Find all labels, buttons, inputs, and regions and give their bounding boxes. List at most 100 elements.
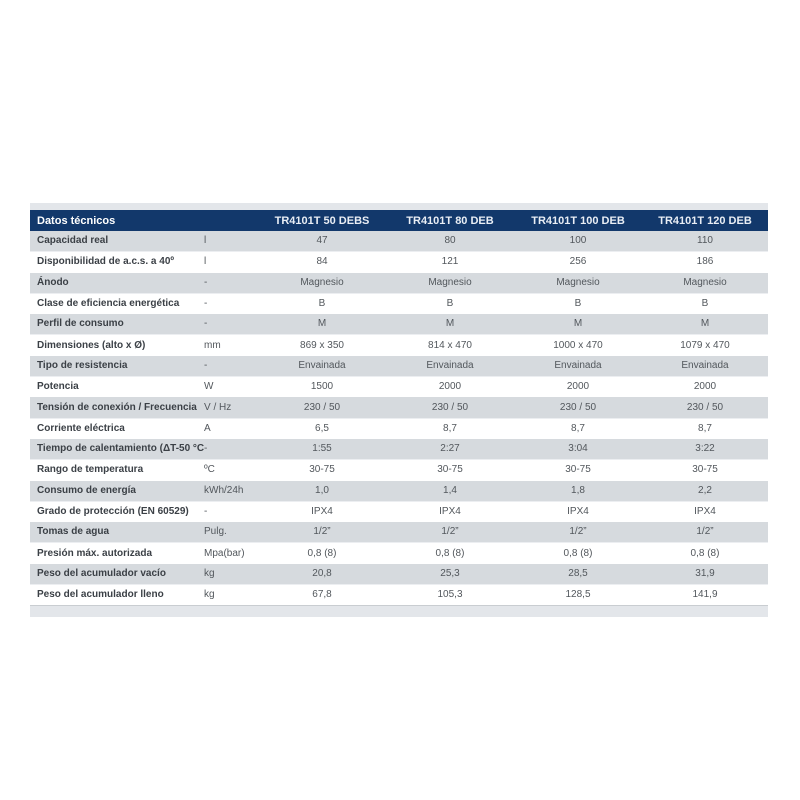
table-row: Consumo de energía kWh/24h 1,0 1,4 1,8 2… bbox=[30, 480, 768, 502]
row-value: 1:55 bbox=[312, 443, 332, 455]
table-row: Tensión de conexión / Frecuencia V / Hz … bbox=[30, 397, 768, 419]
row-value: 121 bbox=[441, 256, 459, 268]
row-value: 25,3 bbox=[440, 567, 460, 579]
row-label: Tensión de conexión / Frecuencia bbox=[37, 401, 197, 413]
table-row: Tiempo de calentamiento (ΔT-50 °C) - 1:5… bbox=[30, 438, 768, 460]
row-value: 3:22 bbox=[695, 443, 715, 455]
row-value: 105,3 bbox=[437, 589, 463, 601]
row-value: 1/2” bbox=[441, 526, 459, 538]
row-value: Envainada bbox=[681, 359, 729, 371]
row-label: Consumo de energía bbox=[37, 484, 136, 496]
table-row: Tomas de agua Pulg. 1/2” 1/2” 1/2” 1/2” bbox=[30, 522, 768, 543]
row-value: 0,8 (8) bbox=[563, 547, 593, 559]
row-value: 0,8 (8) bbox=[435, 547, 465, 559]
column-header-model-2: TR4101T 80 DEB bbox=[386, 210, 514, 231]
row-value: Magnesio bbox=[556, 276, 600, 288]
row-value: Envainada bbox=[298, 359, 346, 371]
row-unit: W bbox=[204, 381, 214, 393]
row-value: B bbox=[701, 298, 709, 310]
row-unit: - bbox=[204, 318, 208, 330]
row-label: Perfil de consumo bbox=[37, 318, 124, 330]
row-value: 1079 x 470 bbox=[680, 339, 730, 351]
row-unit: V / Hz bbox=[204, 401, 232, 413]
row-value: 869 x 350 bbox=[300, 339, 344, 351]
row-value: 6,5 bbox=[315, 422, 329, 434]
row-label: Ánodo bbox=[37, 276, 69, 288]
row-value: Magnesio bbox=[428, 276, 472, 288]
row-value: 20,8 bbox=[312, 567, 332, 579]
row-unit: mm bbox=[204, 339, 221, 351]
row-unit: ºC bbox=[204, 464, 215, 476]
row-value: Envainada bbox=[554, 359, 602, 371]
spec-sheet-frame: Datos técnicos TR4101T 50 DEBS TR4101T 8… bbox=[30, 203, 768, 618]
row-unit: kWh/24h bbox=[204, 484, 244, 496]
row-value: IPX4 bbox=[694, 506, 716, 517]
row-value: 100 bbox=[569, 235, 587, 247]
row-value: Envainada bbox=[426, 359, 474, 371]
row-value: 2000 bbox=[566, 381, 590, 393]
row-label: Clase de eficiencia energética bbox=[37, 298, 180, 310]
row-value: 67,8 bbox=[312, 589, 332, 601]
row-value: Magnesio bbox=[300, 276, 344, 288]
row-value: 110 bbox=[697, 235, 713, 247]
row-label: Tipo de resistencia bbox=[37, 359, 128, 371]
row-label: Disponibilidad de a.c.s. a 40º bbox=[37, 256, 175, 268]
table-header-row: Datos técnicos TR4101T 50 DEBS TR4101T 8… bbox=[30, 210, 768, 231]
row-value: 1,0 bbox=[315, 484, 329, 496]
table-row: Corriente eléctrica A 6,5 8,7 8,7 8,7 bbox=[30, 418, 768, 439]
row-value: B bbox=[574, 298, 582, 310]
row-unit: - bbox=[204, 359, 208, 371]
row-value: Magnesio bbox=[683, 276, 727, 288]
row-value: 230 / 50 bbox=[686, 401, 724, 413]
row-value: M bbox=[573, 318, 583, 330]
row-label: Tiempo de calentamiento (ΔT-50 °C) bbox=[37, 443, 204, 455]
row-value: IPX4 bbox=[567, 506, 589, 517]
table-title: Datos técnicos bbox=[30, 210, 258, 231]
row-value: 3:04 bbox=[568, 443, 588, 455]
table-row: Disponibilidad de a.c.s. a 40º l 84 121 … bbox=[30, 251, 768, 273]
row-value: 230 / 50 bbox=[559, 401, 597, 413]
row-value: M bbox=[700, 318, 710, 330]
row-unit: Mpa(bar) bbox=[204, 547, 245, 559]
row-unit: A bbox=[204, 422, 211, 434]
row-unit: - bbox=[204, 276, 208, 288]
row-value: 31,9 bbox=[695, 567, 715, 579]
table-row: Grado de protección (EN 60529) - IPX4 IP… bbox=[30, 501, 768, 523]
row-label: Presión máx. autorizada bbox=[37, 547, 153, 559]
column-header-model-4: TR4101T 120 DEB bbox=[642, 210, 768, 231]
row-label: Peso del acumulador vacío bbox=[37, 567, 166, 579]
table-row: Presión máx. autorizada Mpa(bar) 0,8 (8)… bbox=[30, 542, 768, 564]
row-value: 0,8 (8) bbox=[690, 547, 720, 559]
spec-table: Datos técnicos TR4101T 50 DEBS TR4101T 8… bbox=[30, 210, 768, 606]
row-value: 1/2” bbox=[569, 526, 587, 538]
row-unit: - bbox=[204, 506, 208, 517]
table-row: Tipo de resistencia - Envainada Envainad… bbox=[30, 355, 768, 377]
row-value: 47 bbox=[316, 235, 328, 247]
row-value: IPX4 bbox=[439, 506, 461, 517]
table-row: Potencia W 1500 2000 2000 2000 bbox=[30, 376, 768, 398]
row-value: 30-75 bbox=[692, 464, 718, 476]
row-value: 814 x 470 bbox=[428, 339, 472, 351]
row-value: 8,7 bbox=[698, 422, 712, 434]
row-value: M bbox=[445, 318, 455, 330]
row-label: Capacidad real bbox=[37, 235, 109, 247]
row-label: Dimensiones (alto x Ø) bbox=[37, 339, 146, 351]
row-value: 8,7 bbox=[571, 422, 585, 434]
row-unit: - bbox=[204, 443, 208, 455]
table-row: Capacidad real l 47 80 100 110 bbox=[30, 231, 768, 252]
row-value: 1/2” bbox=[313, 526, 331, 538]
row-value: 84 bbox=[316, 256, 328, 268]
row-unit: Pulg. bbox=[204, 526, 227, 538]
row-value: 256 bbox=[569, 256, 587, 268]
row-value: 1,4 bbox=[443, 484, 457, 496]
row-label: Peso del acumulador lleno bbox=[37, 589, 164, 601]
column-header-model-3: TR4101T 100 DEB bbox=[514, 210, 642, 231]
row-value: 0,8 (8) bbox=[307, 547, 337, 559]
row-unit: - bbox=[204, 298, 208, 310]
row-label: Grado de protección (EN 60529) bbox=[37, 506, 189, 517]
row-value: 1/2” bbox=[696, 526, 714, 538]
row-value: 30-75 bbox=[309, 464, 335, 476]
table-row: Clase de eficiencia energética - B B B B bbox=[30, 293, 768, 315]
row-value: 141,9 bbox=[692, 589, 718, 601]
row-value: 2000 bbox=[438, 381, 462, 393]
